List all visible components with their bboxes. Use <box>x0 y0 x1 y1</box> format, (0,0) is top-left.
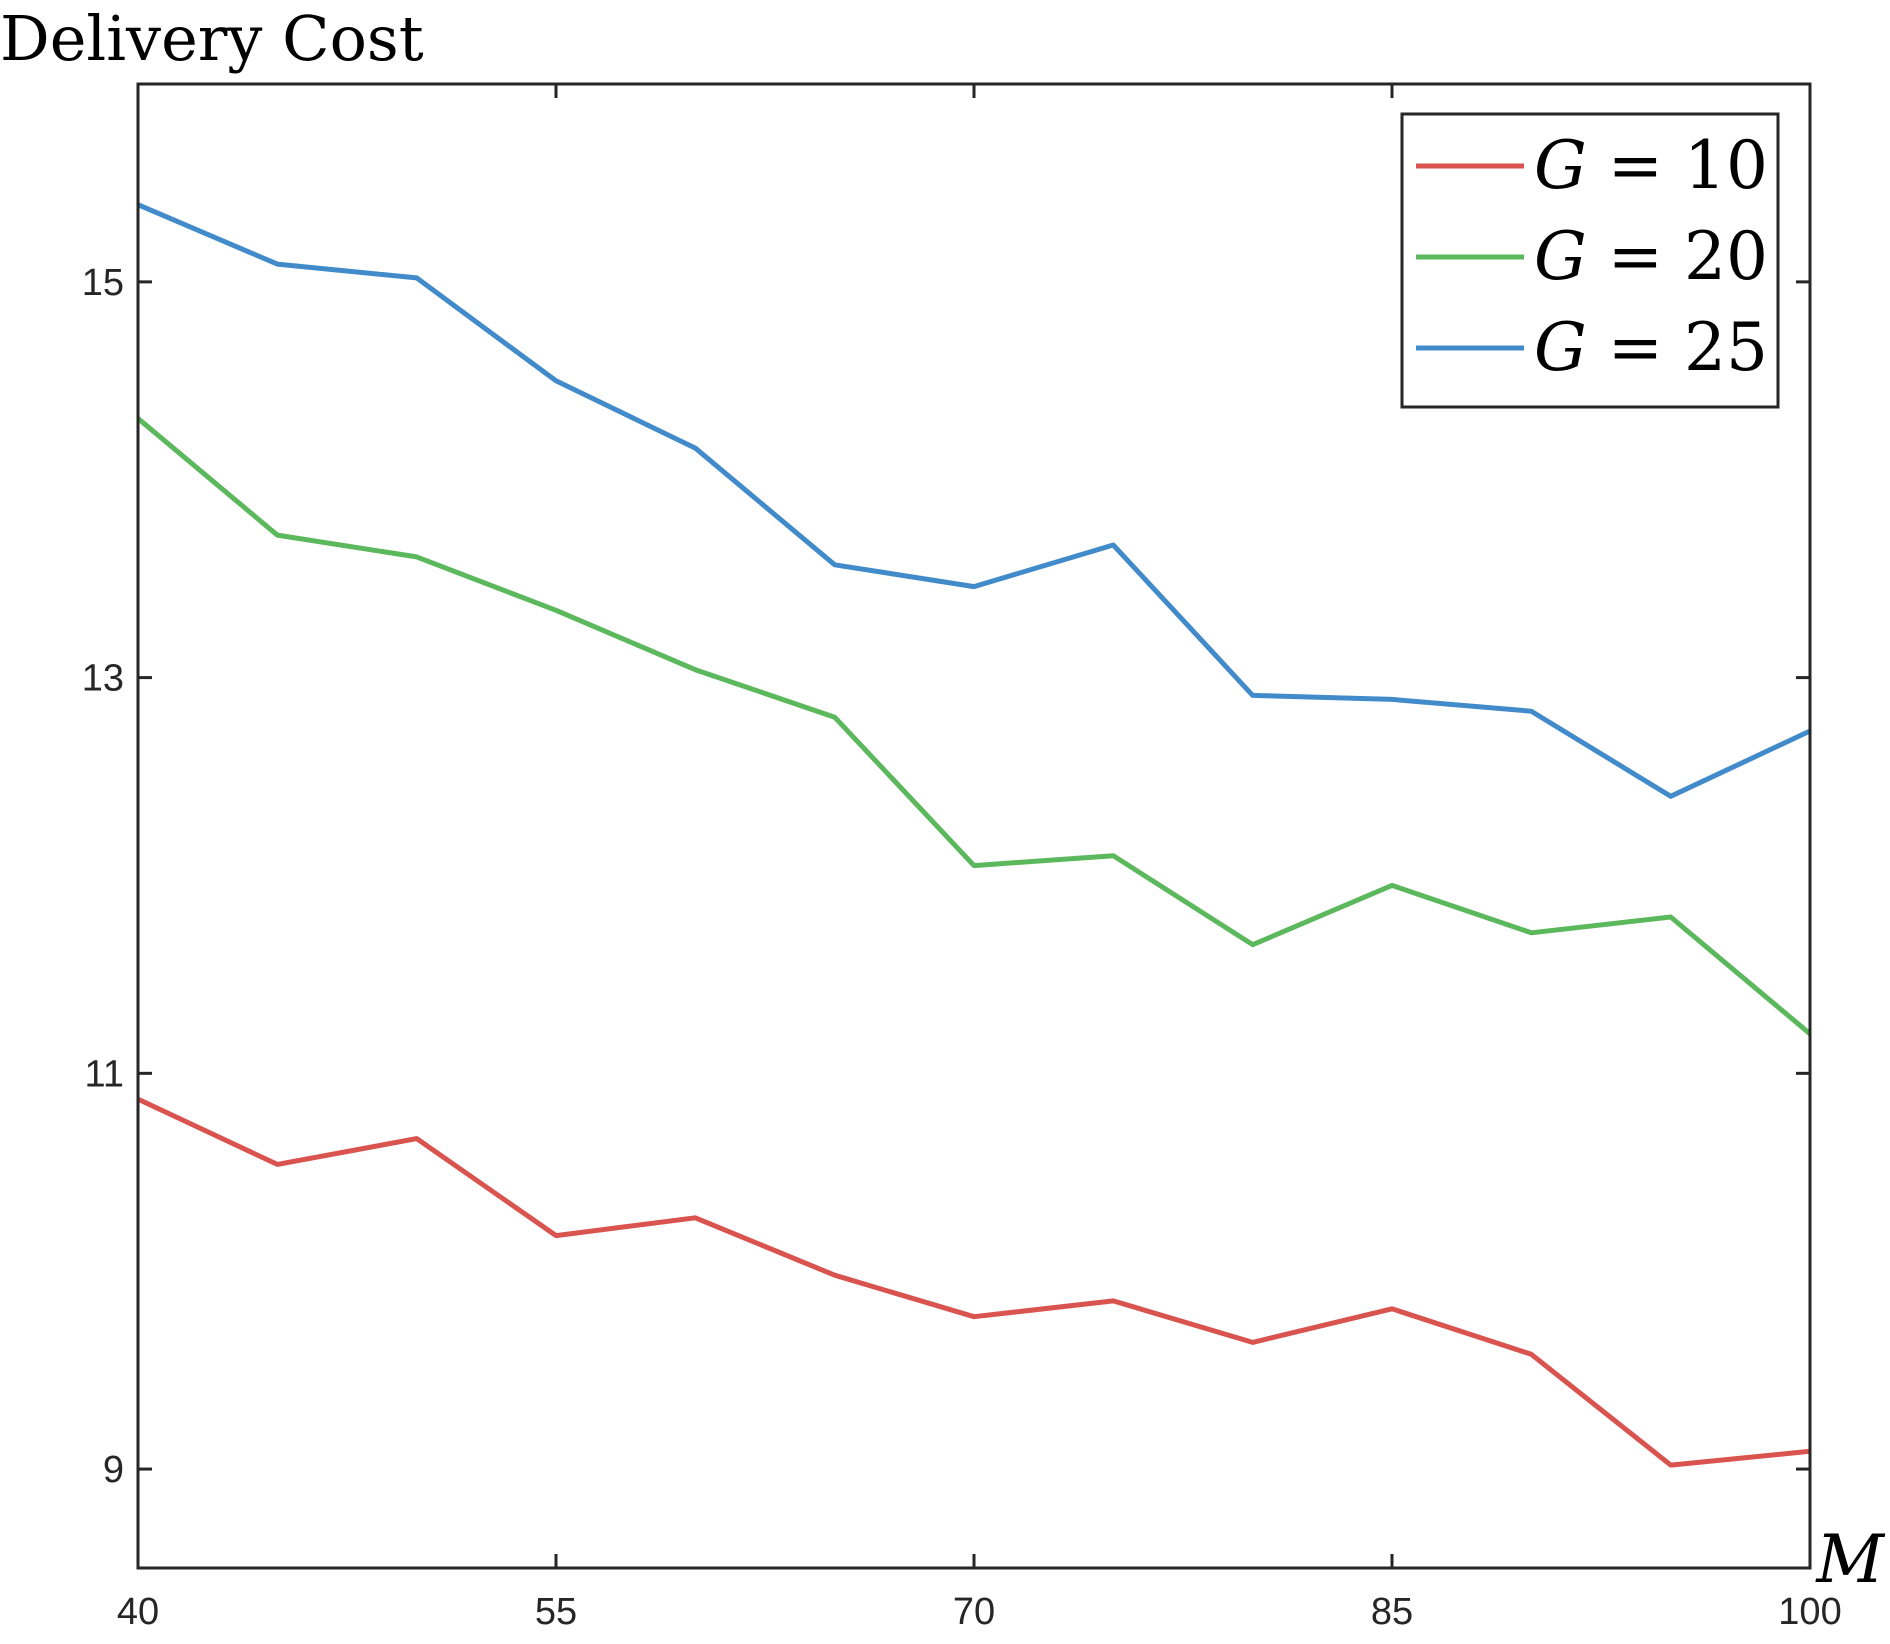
legend-item: G = 10 <box>1416 127 1768 204</box>
x-tick-label: 85 <box>1371 1591 1413 1633</box>
legend-label: G = 20 <box>1534 218 1768 295</box>
series-line-1 <box>136 1096 1811 1468</box>
x-tick-label: 100 <box>1778 1591 1841 1633</box>
legend-item: G = 20 <box>1416 218 1768 295</box>
y-tick-label: 15 <box>82 262 124 304</box>
y-axis-label: Delivery Cost <box>0 2 424 75</box>
axis-ticks: 40 55 70 85 100 9 11 13 15 <box>82 84 1842 1633</box>
y-tick-label: 9 <box>103 1449 124 1491</box>
legend-label: G = 10 <box>1534 127 1768 204</box>
y-tick-label: 11 <box>85 1053 124 1095</box>
x-axis-label: M <box>1815 1521 1885 1598</box>
x-tick-label: 40 <box>117 1591 159 1633</box>
series-line-3 <box>137 202 1812 799</box>
legend-item: G = 25 <box>1416 309 1768 386</box>
plot-frame <box>136 82 1812 1570</box>
series-lines <box>136 202 1812 1468</box>
legend: G = 10 G = 20 G = 25 <box>1400 112 1780 409</box>
x-tick-label: 55 <box>535 1591 577 1633</box>
x-tick-label: 70 <box>953 1591 995 1633</box>
y-tick-label: 13 <box>82 658 124 700</box>
series-line-2 <box>136 416 1812 1036</box>
legend-label: G = 25 <box>1534 309 1768 386</box>
legend-box <box>1400 112 1780 409</box>
